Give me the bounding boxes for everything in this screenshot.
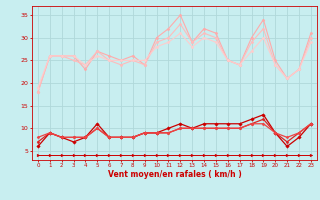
X-axis label: Vent moyen/en rafales ( km/h ): Vent moyen/en rafales ( km/h ): [108, 170, 241, 179]
